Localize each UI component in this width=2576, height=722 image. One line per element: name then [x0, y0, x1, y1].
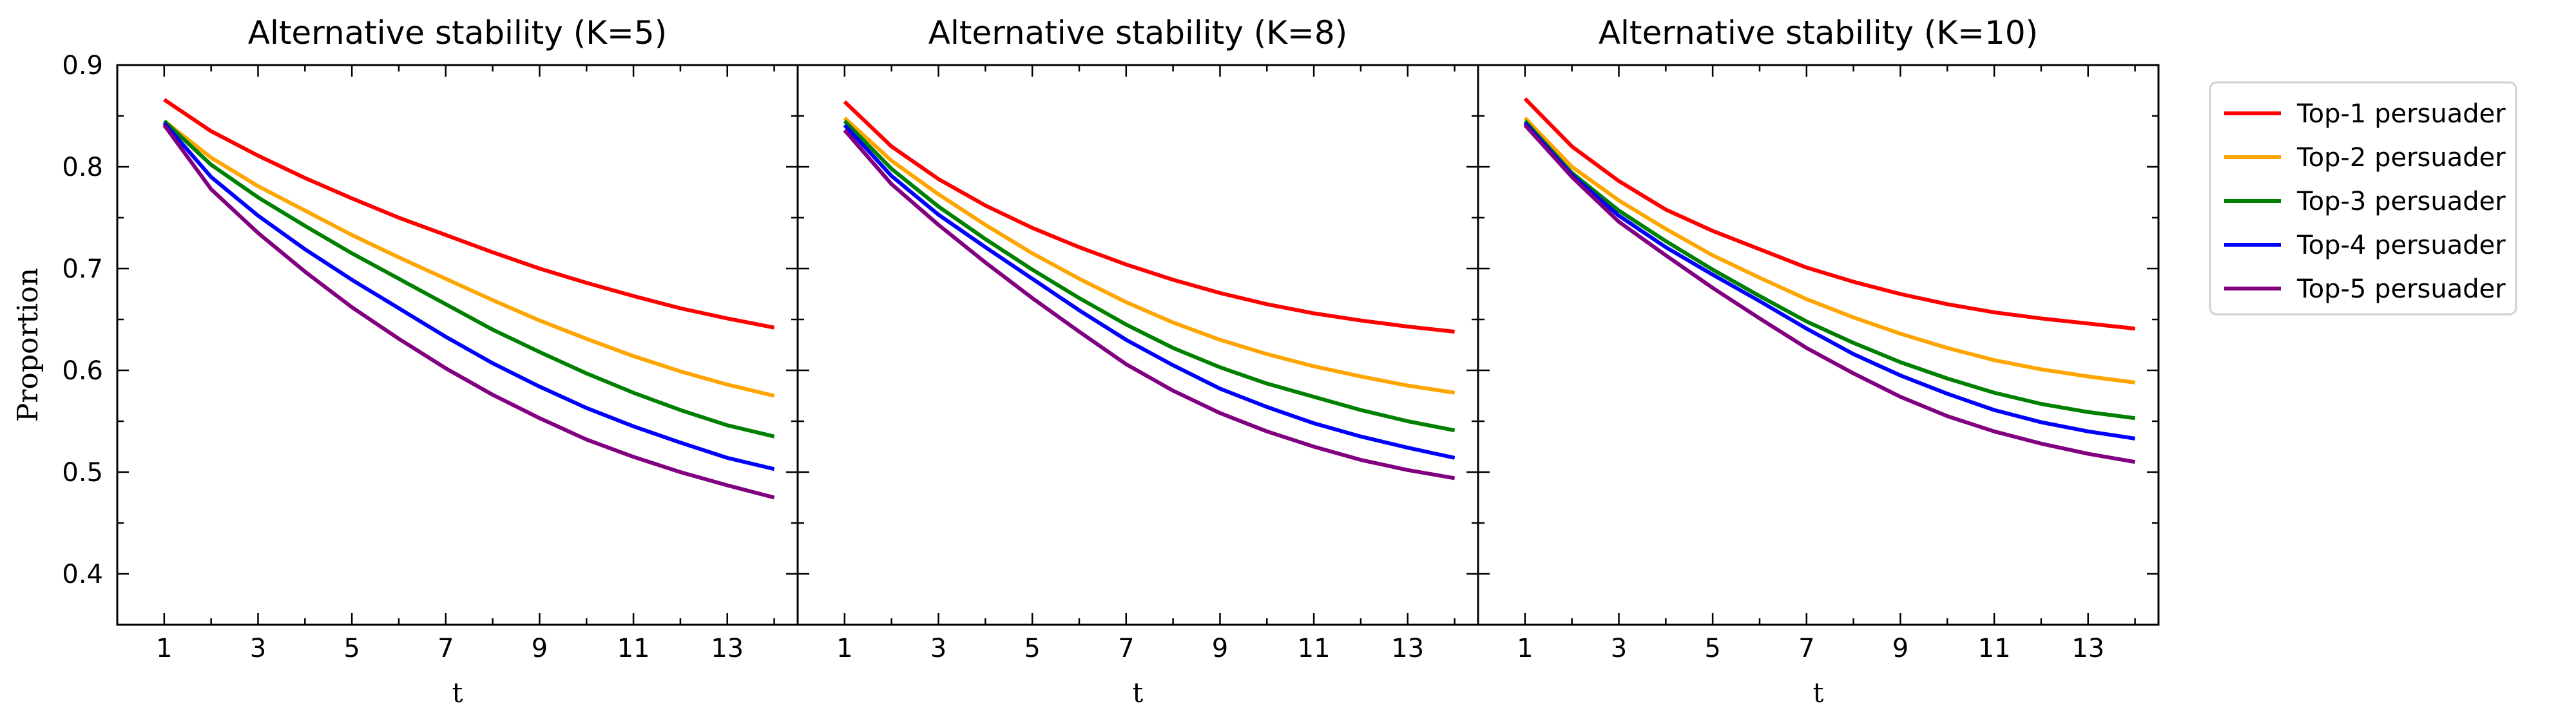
- series-line-top-3: [1523, 119, 2135, 421]
- x-tick-label: 5: [1704, 634, 1720, 663]
- x-axis-label: t: [1813, 677, 1824, 708]
- series-line-top-1: [843, 100, 1455, 334]
- x-ticks: [163, 65, 775, 625]
- series-line-top-4: [843, 124, 1456, 460]
- series-line-top-1: [163, 98, 775, 330]
- series-group: [162, 98, 775, 500]
- y-ticks: [1478, 64, 2158, 575]
- chart-panel-3: Alternative stability (K=10)1 3 5 7 9 11 13t: [1477, 14, 2160, 708]
- chart-panel-1: Alternative stability (K=5)1 3 5 7 9 11 130.40…: [12, 14, 799, 708]
- x-tick-label: 7: [437, 634, 454, 663]
- series-line-top-5: [1523, 124, 2136, 464]
- series-line-top-3: [843, 119, 1456, 433]
- series-group: [843, 100, 1456, 480]
- legend-label: Top-4 persuader: [2296, 231, 2506, 260]
- legend-label: Top-1 persuader: [2296, 99, 2506, 129]
- y-tick-label: 0.7: [62, 254, 103, 284]
- legend-label: Top-3 persuader: [2296, 187, 2506, 216]
- x-tick-label: 13: [1391, 634, 1424, 663]
- x-tick-label: 5: [1024, 634, 1040, 663]
- series-line-top-2: [1523, 117, 2135, 385]
- x-tick-label: 9: [1892, 634, 1908, 663]
- plot-frame-right: [1477, 64, 2160, 626]
- x-tick-label: 1: [156, 634, 172, 663]
- chart-title-2: Alternative stability (K=8): [928, 14, 1348, 52]
- series-line-top-4: [1523, 122, 2136, 441]
- y-tick-label: 0.5: [62, 458, 103, 488]
- legend: Top-1 persuader Top-2 persuader Top-3 pers…: [2209, 81, 2517, 316]
- series-line-top-2: [162, 119, 775, 398]
- x-ticks: [843, 65, 1456, 625]
- chart-panels: Alternative stability (K=5)1 3 5 7 9 11 130.40…: [12, 14, 2160, 708]
- legend-label: Top-2 persuader: [2296, 143, 2506, 173]
- x-tick-label: 5: [343, 634, 360, 663]
- series-line-top-3: [162, 119, 775, 439]
- x-tick-label: 1: [836, 634, 852, 663]
- x-tick-label: 13: [711, 634, 744, 663]
- x-tick-label: 3: [1611, 634, 1627, 663]
- chart-title-3: Alternative stability (K=10): [1599, 14, 2038, 52]
- y-tick-label: 0.9: [62, 51, 103, 81]
- x-tick-label: 3: [930, 634, 947, 663]
- series-line-top-2: [843, 116, 1456, 395]
- x-tick-label: 9: [1212, 634, 1228, 663]
- chart-title-1: Alternative stability (K=5): [248, 14, 668, 52]
- legend-item-top-4: Top-4 persuader: [2224, 231, 2506, 260]
- x-tick-label: 9: [532, 634, 548, 663]
- x-tick-label: 13: [2071, 634, 2104, 663]
- y-tick-label: 0.6: [62, 356, 103, 386]
- x-tick-label: 7: [1798, 634, 1814, 663]
- x-tick-label: 1: [1517, 634, 1533, 663]
- series-line-top-1: [1523, 97, 2135, 331]
- x-axis-label: t: [1133, 677, 1144, 708]
- x-tick-label: 11: [1298, 634, 1331, 663]
- y-ticks: [798, 64, 1478, 575]
- series-line-top-5: [843, 129, 1456, 480]
- y-tick-label: 0.4: [62, 560, 103, 589]
- legend-item-top-2: Top-2 persuader: [2224, 143, 2506, 173]
- x-ticks: [1524, 65, 2136, 625]
- x-tick-label: 3: [250, 634, 266, 663]
- x-tick-label: 11: [1978, 634, 2011, 663]
- series-line-top-4: [162, 122, 775, 471]
- legend-frame: [2209, 81, 2517, 316]
- legend-item-top-3: Top-3 persuader: [2224, 187, 2506, 216]
- series-group: [1523, 97, 2136, 464]
- y-axis-label: Proportion: [12, 268, 44, 422]
- legend-item-top-5: Top-5 persuader: [2224, 274, 2506, 304]
- chart-panel-2: Alternative stability (K=8)1 3 5 7 9 11 13t: [796, 14, 1479, 708]
- x-tick-label: 11: [617, 634, 650, 663]
- x-tick-label: 7: [1118, 634, 1134, 663]
- x-axis-label: t: [452, 677, 463, 708]
- series-line-top-5: [162, 124, 775, 500]
- legend-label: Top-5 persuader: [2296, 274, 2506, 304]
- legend-item-top-1: Top-1 persuader: [2224, 99, 2506, 129]
- y-tick-label: 0.8: [62, 153, 103, 182]
